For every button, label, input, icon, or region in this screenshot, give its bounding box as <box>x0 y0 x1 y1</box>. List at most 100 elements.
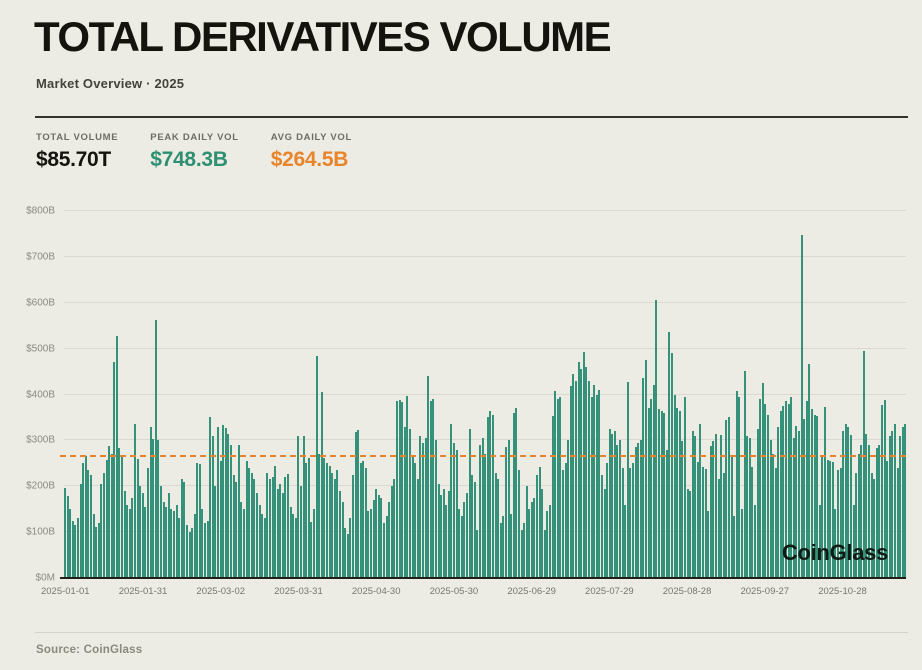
volume-bar <box>198 464 201 578</box>
volume-bar <box>432 399 435 578</box>
volume-bar <box>351 474 354 578</box>
volume-bar <box>811 409 813 578</box>
volume-bar <box>891 431 894 578</box>
header-divider <box>35 116 908 118</box>
x-axis-tick-label: 2025-01-01 <box>40 586 90 597</box>
volume-bar <box>318 454 321 578</box>
volume-bar <box>842 431 845 578</box>
volume-bar <box>416 479 419 578</box>
volume-bar <box>787 403 790 578</box>
volume-bar <box>74 525 77 578</box>
volume-bar <box>445 504 448 578</box>
volume-bar <box>777 426 780 578</box>
volume-bar <box>517 470 520 578</box>
volume-bar <box>128 509 131 578</box>
volume-bar <box>715 433 718 578</box>
volume-bar <box>188 532 191 578</box>
volume-bar <box>89 474 92 578</box>
volume-bar <box>497 479 500 578</box>
volume-bar <box>613 431 616 578</box>
volume-bar <box>141 493 144 578</box>
volume-bar <box>551 416 554 578</box>
volume-bar <box>626 382 629 578</box>
volume-bar <box>421 442 424 578</box>
volume-bar <box>341 502 344 578</box>
volume-bar <box>338 490 341 578</box>
volume-bar <box>595 394 598 578</box>
stats-row: TOTAL VOLUME $85.70T PEAK DAILY VOL $748… <box>36 132 352 172</box>
volume-bar <box>344 527 347 578</box>
x-axis-tick-label: 2025-08-28 <box>662 586 712 597</box>
volume-bar <box>717 479 720 578</box>
volume-bar <box>865 434 868 578</box>
volume-bar <box>289 506 292 578</box>
volume-bar <box>427 376 430 578</box>
volume-bar <box>740 509 743 578</box>
volume-bar <box>489 410 492 578</box>
volume-bar <box>115 335 118 578</box>
volume-bar <box>645 360 647 578</box>
stat-total-volume-label: TOTAL VOLUME <box>36 132 119 143</box>
volume-bar <box>881 404 884 578</box>
volume-bar <box>201 509 204 578</box>
volume-bar <box>528 509 531 578</box>
volume-bar <box>707 511 710 578</box>
volume-bar <box>224 428 227 578</box>
volume-bar <box>287 474 290 578</box>
volume-bar <box>191 527 194 578</box>
x-axis-baseline <box>60 577 906 579</box>
volume-bar <box>899 435 902 578</box>
volume-bar <box>676 408 679 578</box>
volume-bar <box>704 468 707 578</box>
volume-bar <box>211 435 214 578</box>
volume-bar <box>587 380 590 578</box>
volume-bar <box>556 399 559 578</box>
volume-bar <box>398 400 401 578</box>
volume-bar <box>655 300 658 578</box>
x-axis-tick-label: 2025-03-02 <box>196 586 246 597</box>
volume-bar <box>364 467 367 578</box>
stat-avg-daily-vol-value: $264.5B <box>270 148 349 171</box>
volume-bar <box>183 481 186 578</box>
volume-bar <box>574 380 577 578</box>
volume-bar <box>808 364 811 578</box>
volume-bar <box>608 428 611 578</box>
volume-bar <box>634 447 637 578</box>
volume-bar <box>546 511 549 578</box>
volume-bar <box>637 442 640 578</box>
volume-bar <box>624 504 627 578</box>
volume-bar <box>471 474 474 578</box>
volume-bar <box>323 457 326 578</box>
volume-bar <box>313 509 315 578</box>
volume-bar <box>375 488 378 578</box>
volume-bar <box>468 428 471 578</box>
volume-bar <box>284 477 287 578</box>
volume-bar <box>271 477 274 578</box>
volume-bar <box>567 440 570 578</box>
volume-bar <box>108 446 111 578</box>
page-subtitle: Market Overview · 2025 <box>36 76 185 91</box>
volume-bar <box>896 467 899 578</box>
volume-bar <box>782 405 785 578</box>
volume-bar <box>170 509 173 578</box>
volume-bar <box>904 424 907 578</box>
volume-bar <box>305 463 308 578</box>
y-axis-tick-label: $600B <box>26 297 55 309</box>
volume-bar <box>795 426 798 578</box>
volume-bar <box>616 444 619 578</box>
stat-peak-daily-vol: PEAK DAILY VOL $748.3B <box>150 132 238 172</box>
volume-bar <box>71 520 74 578</box>
volume-bar <box>686 488 689 578</box>
volume-bar <box>302 436 305 578</box>
volume-bar <box>888 435 891 578</box>
volume-bar <box>447 490 450 578</box>
volume-bar <box>396 401 398 578</box>
volume-bar <box>294 518 297 578</box>
volume-bar <box>136 458 139 578</box>
volume-bar <box>805 400 808 578</box>
volume-bar <box>577 362 580 578</box>
volume-bar <box>681 441 684 578</box>
volume-bar <box>79 483 82 578</box>
volume-bar <box>357 430 360 578</box>
volume-bar <box>460 516 463 578</box>
